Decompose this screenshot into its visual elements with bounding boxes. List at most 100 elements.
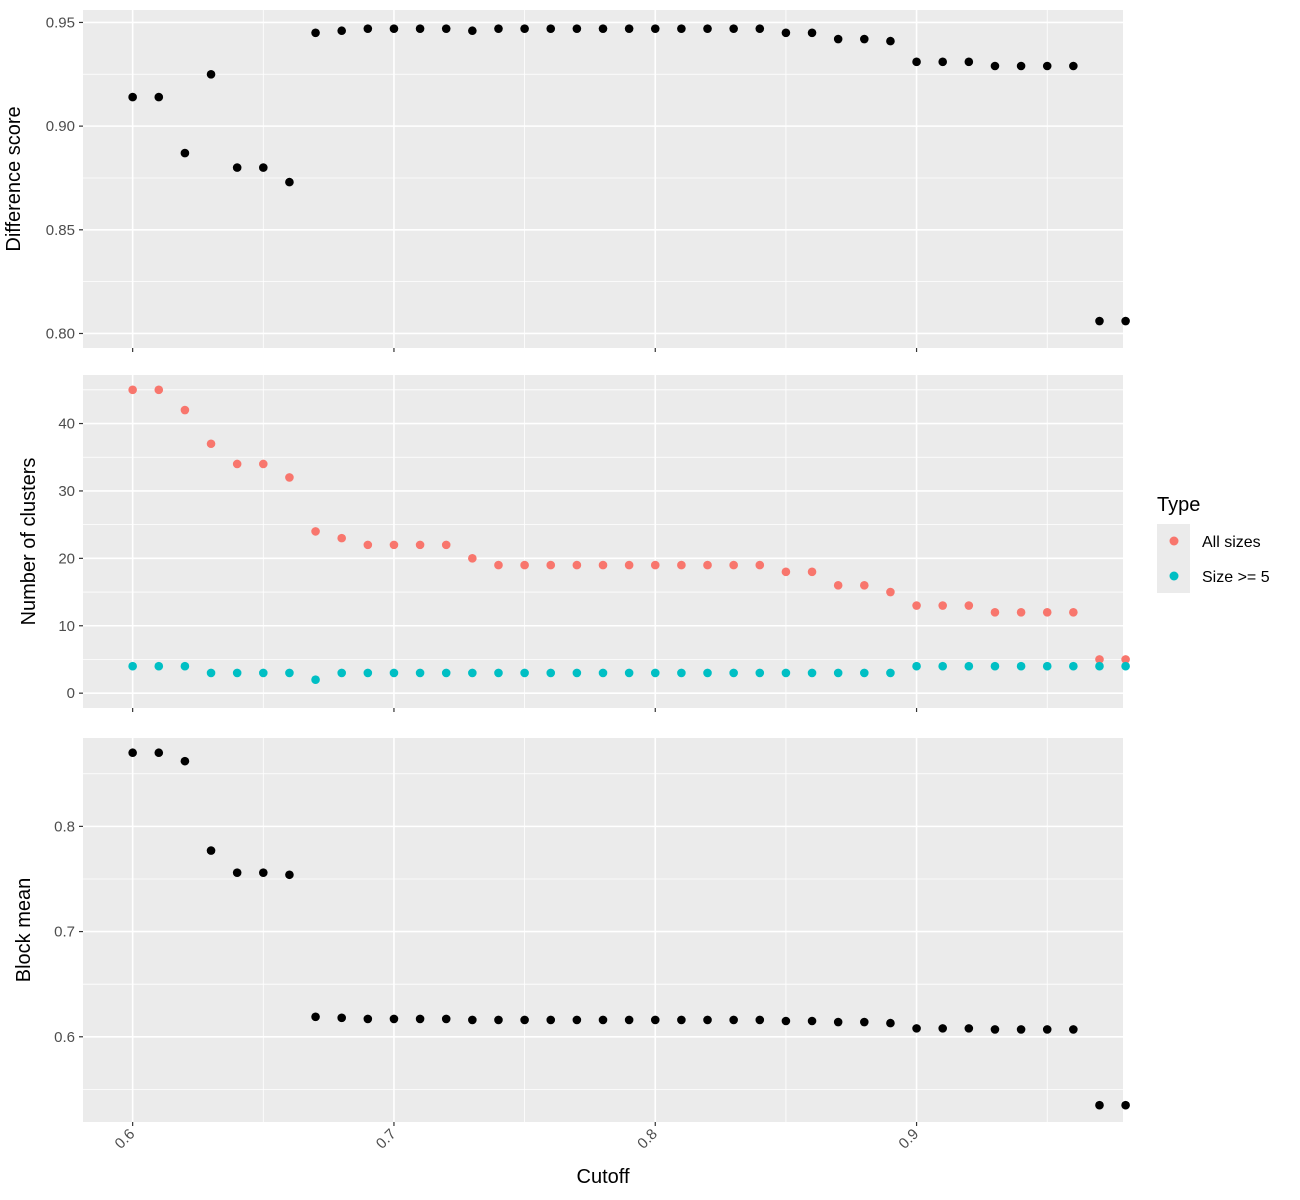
data-point xyxy=(755,560,765,570)
data-point xyxy=(964,601,974,610)
panel-2: 0 10 20 30 40 Number of clusters xyxy=(18,375,1130,712)
data-point xyxy=(232,459,242,469)
data-point xyxy=(363,540,373,550)
data-point xyxy=(677,560,686,570)
data-point xyxy=(938,57,947,67)
data-point xyxy=(1069,607,1078,617)
data-point xyxy=(363,1014,373,1024)
data-point xyxy=(311,1012,320,1022)
data-point xyxy=(833,1017,843,1027)
data-point xyxy=(415,540,425,550)
data-point xyxy=(363,24,373,33)
panel-background xyxy=(83,375,1123,708)
y-axis-title: Number of clusters xyxy=(18,458,40,626)
series-1 xyxy=(128,385,1130,664)
data-point xyxy=(363,668,373,678)
data-point xyxy=(259,868,268,877)
data-point xyxy=(781,1016,791,1026)
data-point xyxy=(494,668,503,678)
data-point xyxy=(833,668,843,678)
data-point xyxy=(1042,607,1052,617)
data-point xyxy=(964,1024,974,1033)
data-point xyxy=(1042,1025,1052,1034)
data-point xyxy=(180,661,190,671)
legend-title: Type xyxy=(1157,494,1200,516)
data-point xyxy=(232,668,242,678)
data-point xyxy=(703,668,712,678)
data-point xyxy=(598,24,608,33)
data-point xyxy=(860,668,869,678)
data-point xyxy=(389,540,399,550)
data-point xyxy=(1042,661,1052,671)
y-axis-title: Difference score xyxy=(3,106,25,251)
data-point xyxy=(912,661,921,671)
data-point xyxy=(598,668,608,678)
data-point xyxy=(807,567,817,577)
data-point xyxy=(520,560,529,570)
data-point xyxy=(232,868,242,877)
data-point xyxy=(441,540,451,550)
y-tick-label: 10 xyxy=(58,618,75,635)
y-tick-label: 0.6 xyxy=(54,1029,75,1046)
data-point xyxy=(703,24,712,33)
data-point xyxy=(964,57,974,67)
data-point xyxy=(572,1015,582,1025)
data-point xyxy=(128,748,137,758)
x-tick-label: 0.8 xyxy=(634,1126,661,1153)
data-point xyxy=(441,1014,451,1024)
x-tick-label: 0.6 xyxy=(112,1126,139,1153)
data-point xyxy=(180,148,190,158)
data-point xyxy=(415,668,425,678)
data-point xyxy=(1121,655,1130,664)
data-point xyxy=(964,661,974,671)
legend-key-size-5 xyxy=(1169,571,1179,581)
data-point xyxy=(128,661,137,671)
y-tick-label: 0.85 xyxy=(46,222,75,239)
data-point xyxy=(468,668,477,678)
data-point xyxy=(311,527,320,536)
panel-background xyxy=(83,738,1123,1122)
data-point xyxy=(650,24,660,33)
data-point xyxy=(1069,661,1078,671)
y-tick-label: 0 xyxy=(67,685,75,702)
data-point xyxy=(886,36,895,46)
data-point xyxy=(494,560,503,570)
data-point xyxy=(546,560,556,570)
data-point xyxy=(337,533,346,543)
data-point xyxy=(259,459,268,469)
data-point xyxy=(154,748,164,758)
legend: Type All sizes Size >= 5 xyxy=(1157,494,1270,593)
data-point xyxy=(1069,61,1078,71)
data-point xyxy=(938,601,947,610)
data-point xyxy=(781,567,791,577)
y-axis-title: Block mean xyxy=(13,878,35,983)
data-point xyxy=(729,668,738,678)
data-point xyxy=(546,668,556,678)
data-point xyxy=(1121,661,1130,671)
data-point xyxy=(807,668,817,678)
data-point xyxy=(572,24,582,33)
data-point xyxy=(807,1016,817,1026)
data-point xyxy=(1095,655,1104,664)
data-point xyxy=(311,28,320,38)
data-point xyxy=(337,1013,346,1023)
y-tick-label: 40 xyxy=(58,416,75,433)
legend-label-size-5: Size >= 5 xyxy=(1202,569,1270,586)
data-point xyxy=(285,473,294,482)
data-point xyxy=(755,668,765,678)
data-point xyxy=(154,385,164,395)
data-point xyxy=(938,1024,947,1033)
data-point xyxy=(860,581,869,590)
x-tick-label: 0.7 xyxy=(373,1126,400,1153)
data-point xyxy=(729,1015,738,1025)
panel-1: 0.80 0.85 0.90 0.95 Difference score xyxy=(3,10,1130,352)
data-point xyxy=(572,668,582,678)
data-point xyxy=(703,560,712,570)
data-point xyxy=(520,1015,529,1025)
data-point xyxy=(206,439,216,449)
data-point xyxy=(180,756,190,766)
data-point xyxy=(285,870,294,880)
data-point xyxy=(520,24,529,33)
data-point xyxy=(154,661,164,671)
